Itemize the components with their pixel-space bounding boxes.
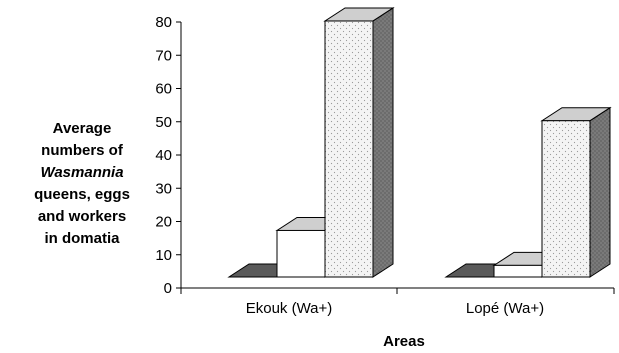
bar-front [324,20,374,278]
bars [227,7,612,278]
y-tick-label: 70 [155,47,172,64]
category-labels: Ekouk (Wa+) Lopé (Wa+) [246,300,544,317]
bar-front [276,229,326,278]
x-axis-ticks [180,288,615,294]
y-tick-label: 20 [155,214,172,231]
y-tick-label: 30 [155,180,172,197]
y-tick-label: 80 [155,14,172,31]
bar [323,7,395,278]
bar-front [541,120,591,278]
y-axis-label-line: numbers of [41,142,124,159]
category-label: Ekouk (Wa+) [246,300,333,317]
y-axis-label: Average numbers of Wasmannia queens, egg… [34,120,130,247]
bar [540,106,612,278]
y-tick-label: 50 [155,114,172,131]
y-axis-label-line: Average [53,120,112,137]
bar-side [372,7,394,278]
y-axis-label-line: queens, eggs [34,186,130,203]
y-tick-label: 60 [155,81,172,98]
y-axis-ticks: 0 10 20 30 40 50 60 70 80 [155,14,181,297]
y-tick-label: 10 [155,247,172,264]
bar-side [589,106,611,278]
y-axis-label-line: in domatia [44,230,120,247]
y-tick-label: 40 [155,147,172,164]
y-axis-label-line: and workers [38,208,126,225]
y-axis-label-line: Wasmannia [40,164,123,181]
bar-front [493,264,543,278]
category-label: Lopé (Wa+) [466,300,544,317]
y-tick-label: 0 [164,280,172,297]
x-axis-label: Areas [383,333,425,350]
